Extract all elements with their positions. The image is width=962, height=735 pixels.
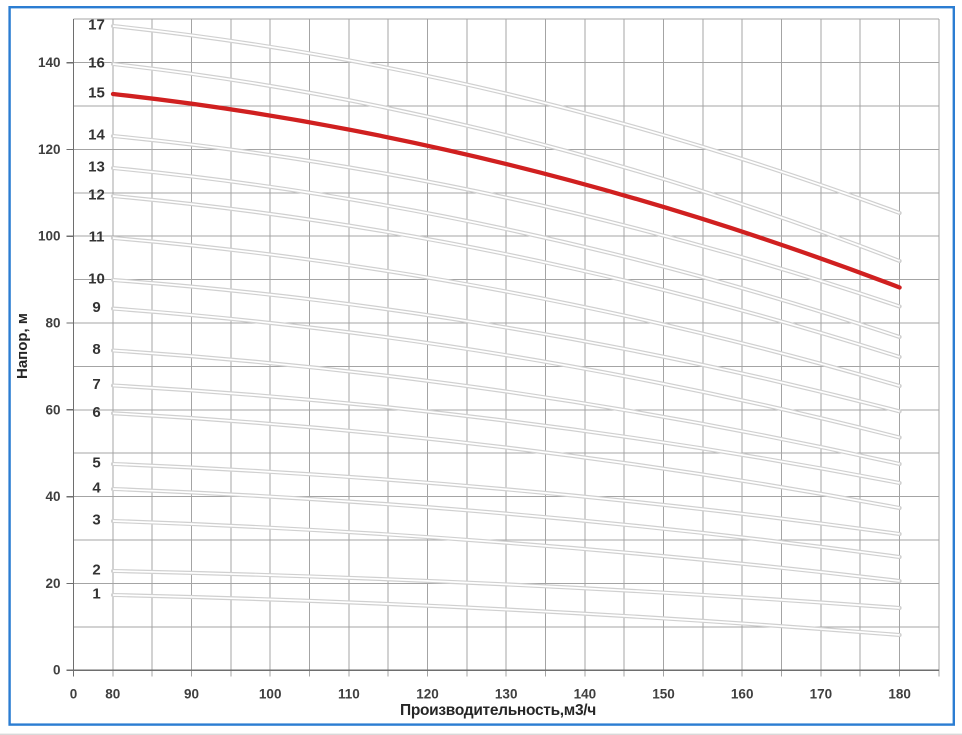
svg-text:90: 90 bbox=[184, 686, 199, 701]
svg-text:20: 20 bbox=[45, 576, 60, 591]
svg-text:140: 140 bbox=[38, 55, 61, 70]
svg-text:3: 3 bbox=[92, 512, 100, 529]
svg-text:7: 7 bbox=[92, 376, 100, 393]
svg-text:10: 10 bbox=[88, 271, 105, 288]
svg-text:80: 80 bbox=[105, 686, 120, 701]
svg-text:160: 160 bbox=[731, 686, 754, 701]
svg-text:11: 11 bbox=[89, 229, 105, 246]
svg-text:180: 180 bbox=[888, 686, 911, 701]
svg-text:14: 14 bbox=[88, 127, 105, 144]
svg-text:2: 2 bbox=[92, 562, 100, 579]
svg-text:60: 60 bbox=[45, 402, 60, 417]
svg-text:Производительность,м3/ч: Производительность,м3/ч bbox=[400, 702, 596, 719]
svg-text:130: 130 bbox=[495, 686, 518, 701]
svg-text:Напор, м: Напор, м bbox=[14, 313, 31, 379]
svg-text:12: 12 bbox=[88, 187, 105, 204]
svg-text:5: 5 bbox=[92, 455, 100, 472]
svg-text:0: 0 bbox=[53, 663, 61, 678]
svg-text:8: 8 bbox=[92, 341, 100, 358]
svg-text:13: 13 bbox=[88, 159, 105, 176]
svg-text:100: 100 bbox=[38, 229, 61, 244]
svg-text:0: 0 bbox=[70, 686, 78, 701]
svg-text:80: 80 bbox=[45, 316, 60, 331]
svg-text:100: 100 bbox=[259, 686, 282, 701]
svg-text:17: 17 bbox=[88, 17, 105, 34]
svg-text:15: 15 bbox=[88, 85, 105, 102]
svg-text:140: 140 bbox=[574, 686, 597, 701]
svg-text:120: 120 bbox=[38, 142, 61, 157]
svg-text:16: 16 bbox=[88, 55, 105, 72]
svg-text:110: 110 bbox=[338, 686, 360, 701]
svg-text:40: 40 bbox=[45, 489, 60, 504]
svg-text:1: 1 bbox=[92, 586, 100, 603]
svg-text:120: 120 bbox=[416, 686, 439, 701]
svg-text:150: 150 bbox=[652, 686, 675, 701]
svg-text:4: 4 bbox=[92, 480, 101, 497]
svg-text:9: 9 bbox=[92, 299, 100, 316]
svg-text:6: 6 bbox=[92, 404, 100, 421]
svg-text:170: 170 bbox=[810, 686, 833, 701]
